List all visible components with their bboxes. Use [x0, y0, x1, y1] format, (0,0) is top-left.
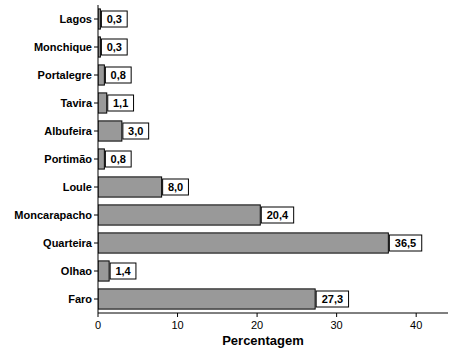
y-tick — [94, 19, 98, 20]
y-tick — [94, 187, 98, 188]
data-label-text: 27,3 — [322, 293, 343, 305]
x-tick-label: 10 — [171, 319, 183, 331]
data-label-text: 8,0 — [168, 181, 183, 193]
bar — [98, 177, 162, 197]
y-tick — [94, 215, 98, 216]
data-label: 36,5 — [389, 235, 421, 251]
data-label: 1,1 — [108, 95, 134, 111]
x-axis-label: Percentagem — [222, 333, 304, 348]
data-label: 0,8 — [105, 67, 131, 83]
data-label-box — [110, 263, 136, 279]
data-label-text: 0,3 — [107, 41, 122, 53]
data-label-box — [316, 291, 348, 307]
y-tick — [94, 299, 98, 300]
y-tick — [94, 75, 98, 76]
category-label: Moncarapacho — [14, 209, 92, 221]
bar — [98, 205, 260, 225]
data-label-text: 3,0 — [128, 125, 143, 137]
data-label: 1,4 — [110, 263, 136, 279]
y-tick — [94, 131, 98, 132]
data-label: 8,0 — [163, 179, 189, 195]
category-label: Faro — [68, 293, 92, 305]
data-label: 3,0 — [123, 123, 149, 139]
data-label-box — [389, 235, 421, 251]
category-label: Tavira — [60, 97, 92, 109]
bar — [98, 233, 388, 253]
data-label-box — [105, 67, 131, 83]
x-tick-label: 30 — [331, 319, 343, 331]
data-label-box — [108, 95, 134, 111]
data-label: 20,4 — [261, 207, 293, 223]
category-label: Quarteira — [43, 237, 93, 249]
category-label: Olhao — [61, 265, 92, 277]
data-label-text: 1,4 — [115, 265, 131, 277]
bar — [98, 261, 109, 281]
category-label: Albufeira — [44, 125, 93, 137]
data-label: 0,3 — [101, 11, 127, 27]
data-label-box — [261, 207, 293, 223]
category-label: Monchique — [34, 41, 92, 53]
data-label-text: 1,1 — [113, 97, 128, 109]
category-label: Portimão — [44, 153, 92, 165]
y-tick — [94, 103, 98, 104]
category-label: Portalegre — [38, 69, 92, 81]
data-label-box — [123, 123, 149, 139]
data-label-text: 36,5 — [395, 237, 416, 249]
category-label: Lagos — [60, 13, 92, 25]
x-tick-label: 20 — [251, 319, 263, 331]
bar — [98, 289, 315, 309]
data-label-text: 0,8 — [111, 69, 126, 81]
x-tick-label: 40 — [410, 319, 422, 331]
bar — [98, 149, 104, 169]
bar — [98, 121, 122, 141]
data-label-text: 20,4 — [267, 209, 289, 221]
y-tick — [94, 47, 98, 48]
data-label-text: 0,3 — [107, 13, 122, 25]
chart: 0 10 20 30 40 Lagos Monchique Portalegre Tavira A… — [0, 0, 455, 351]
data-label: 0,8 — [105, 151, 131, 167]
x-tick — [98, 313, 99, 317]
y-tick — [94, 159, 98, 160]
bar — [98, 65, 104, 85]
data-label-box — [101, 39, 127, 55]
data-label-box — [163, 179, 189, 195]
data-label-text: 0,8 — [111, 153, 126, 165]
category-label: Loule — [63, 181, 92, 193]
data-label-box — [105, 151, 131, 167]
y-tick — [94, 243, 98, 244]
x-tick — [336, 313, 337, 317]
x-tick — [416, 313, 417, 317]
data-label-box — [101, 11, 127, 27]
data-label: 27,3 — [316, 291, 348, 307]
data-label: 0,3 — [101, 39, 127, 55]
y-tick — [94, 271, 98, 272]
bars — [98, 9, 388, 309]
x-tick-label: 0 — [95, 319, 101, 331]
x-tick — [257, 313, 258, 317]
x-tick — [177, 313, 178, 317]
x-axis — [98, 313, 448, 314]
bar — [98, 93, 107, 113]
